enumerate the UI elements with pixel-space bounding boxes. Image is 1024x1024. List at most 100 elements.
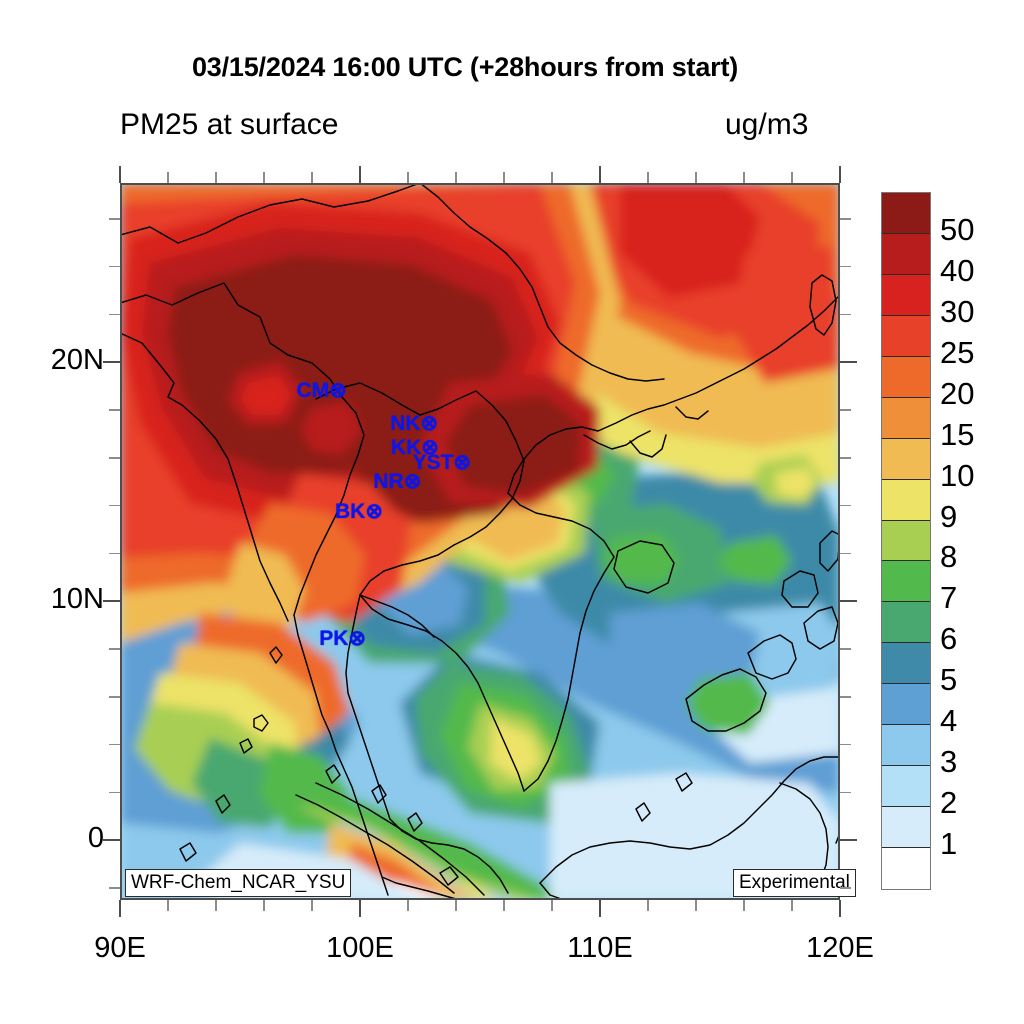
variable-label: PM25 at surface: [120, 108, 339, 141]
y-tick-left: [109, 552, 120, 555]
x-tick-top: [167, 172, 169, 183]
page-title: 03/15/2024 16:00 UTC (+28hours from star…: [191, 52, 739, 82]
colorbar[interactable]: [881, 192, 931, 890]
x-tick-top: [838, 166, 842, 183]
colorbar-tick-label: 20: [940, 375, 975, 411]
colorbar-tick-label: 30: [940, 293, 975, 329]
status-annotation: Experimental: [733, 869, 856, 897]
colorbar-tick-label: 4: [940, 703, 958, 739]
y-tick-left: [109, 218, 120, 220]
colorbar-tick-label: 10: [940, 457, 975, 493]
x-tick-bottom: [215, 900, 217, 911]
y-tick-right: [840, 457, 851, 459]
y-tick-left: [109, 504, 120, 507]
y-tick-right: [840, 648, 851, 650]
colorbar-tick-label: 50: [940, 211, 975, 247]
colorbar-band: [882, 397, 930, 439]
city-marker-pk[interactable]: PK⊗: [319, 626, 366, 650]
y-tick-right: [840, 218, 851, 220]
colorbar-tick-label: 7: [940, 580, 958, 616]
colorbar-band: [882, 807, 930, 848]
colorbar-band: [882, 274, 930, 316]
x-tick-bottom: [263, 900, 265, 911]
x-tick-top: [598, 166, 602, 183]
colorbar-tick-label: 1: [940, 826, 958, 862]
y-tick-right: [840, 743, 851, 746]
colorbar-tick-label: 3: [940, 744, 958, 780]
x-tick-bottom: [838, 900, 842, 917]
x-tick-top: [743, 172, 745, 183]
y-tick-left: [109, 887, 120, 889]
y-tick-right: [840, 887, 851, 889]
x-axis-label: 90E: [94, 932, 146, 964]
x-tick-top: [647, 172, 649, 183]
map-plot-area[interactable]: [120, 183, 840, 900]
x-tick-bottom: [455, 900, 457, 911]
colorbar-band: [882, 356, 930, 398]
y-tick-right: [840, 839, 857, 842]
x-tick-top: [311, 172, 313, 183]
units-label: ug/m3: [725, 108, 809, 141]
x-tick-bottom: [358, 900, 362, 917]
y-tick-right: [840, 504, 851, 507]
x-tick-bottom: [551, 900, 553, 911]
y-tick-right: [840, 696, 851, 698]
y-axis-label: 10N: [50, 583, 104, 616]
city-marker-cm[interactable]: CM⊗: [296, 379, 347, 403]
x-tick-top: [503, 172, 505, 183]
colorbar-band: [882, 766, 930, 808]
city-marker-nk[interactable]: NK⊗: [390, 411, 439, 435]
x-tick-top: [215, 172, 217, 183]
y-tick-left: [109, 743, 120, 746]
colorbar-band: [882, 561, 930, 603]
y-tick-left: [109, 313, 120, 316]
colorbar-tick-label: 2: [940, 785, 958, 821]
y-tick-left: [109, 409, 120, 411]
x-tick-top: [263, 172, 265, 183]
colorbar-band: [882, 684, 930, 726]
colorbar-tick-label: 6: [940, 621, 958, 657]
x-tick-bottom: [311, 900, 313, 911]
colorbar-band: [882, 643, 930, 685]
city-marker-nr[interactable]: NR⊗: [373, 470, 422, 494]
y-tick-left: [103, 600, 120, 603]
x-tick-top: [695, 172, 697, 183]
x-tick-bottom: [695, 900, 697, 911]
y-axis-label: 0: [87, 822, 104, 855]
y-tick-right: [840, 409, 851, 411]
x-tick-bottom: [791, 900, 793, 911]
colorbar-band: [882, 725, 930, 767]
x-tick-top: [551, 172, 553, 183]
colorbar-tick-label: 40: [940, 252, 975, 288]
x-tick-bottom: [167, 900, 169, 911]
colorbar-band: [882, 315, 930, 357]
x-tick-top: [358, 166, 362, 183]
x-axis-label: 100E: [326, 932, 394, 964]
y-tick-left: [109, 648, 120, 650]
city-marker-kk[interactable]: KK⊗: [390, 435, 439, 459]
colorbar-band: [882, 438, 930, 480]
colorbar-band: [882, 520, 930, 562]
y-tick-right: [840, 791, 851, 794]
y-tick-right: [840, 552, 851, 555]
x-axis-label: 110E: [567, 932, 633, 964]
x-tick-top: [455, 172, 457, 183]
colorbar-tick-label: 5: [940, 662, 958, 698]
y-axis-label: 20N: [50, 344, 104, 377]
colorbar-band: [882, 602, 930, 644]
colorbar-tick-label: 9: [940, 498, 958, 534]
y-tick-left: [103, 361, 120, 364]
city-marker-bk[interactable]: BK⊗: [335, 499, 383, 523]
x-tick-top: [407, 172, 409, 183]
x-axis-label: 120E: [806, 932, 874, 964]
y-tick-left: [109, 457, 120, 459]
colorbar-band: [882, 848, 930, 889]
colorbar-tick-label: 25: [940, 334, 975, 370]
colorbar-band: [882, 233, 930, 275]
x-tick-bottom: [647, 900, 649, 911]
y-tick-right: [840, 313, 851, 316]
y-tick-left: [109, 265, 120, 268]
y-tick-left: [103, 839, 120, 842]
city-marker-yst[interactable]: YST⊗: [412, 450, 472, 474]
y-tick-left: [109, 696, 120, 698]
